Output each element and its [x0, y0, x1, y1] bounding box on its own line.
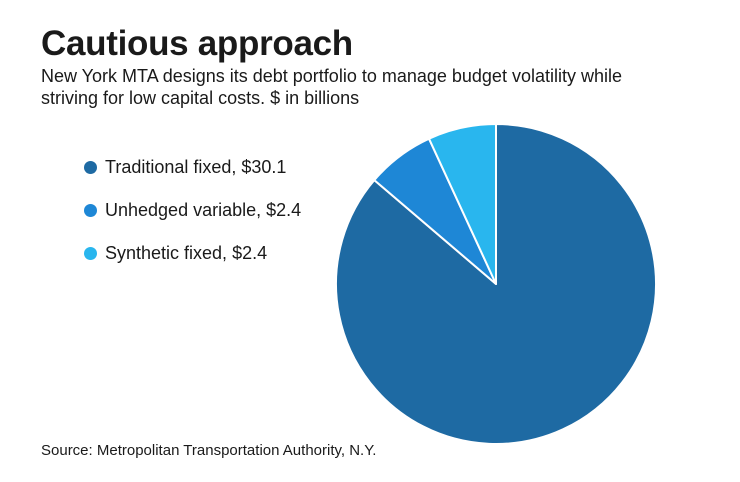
legend-label: Traditional fixed, $30.1	[105, 157, 287, 177]
legend-item-synthetic-fixed: Synthetic fixed, $2.4	[84, 232, 301, 275]
legend-item-traditional-fixed: Traditional fixed, $30.1	[84, 146, 301, 189]
chart-title: Cautious approach	[41, 24, 353, 63]
legend-swatch	[84, 204, 97, 217]
pie-slice-synthetic-fixed	[428, 123, 497, 285]
legend-swatch	[84, 161, 97, 174]
chart-subtitle: New York MTA designs its debt portfolio …	[41, 66, 622, 108]
legend: Traditional fixed, $30.1 Unhedged variab…	[84, 146, 301, 275]
legend-label: Synthetic fixed, $2.4	[105, 243, 268, 263]
legend-item-unhedged-variable: Unhedged variable, $2.4	[84, 189, 301, 232]
legend-swatch	[84, 247, 97, 260]
source-note: Source: Metropolitan Transportation Auth…	[41, 442, 377, 459]
legend-label: Unhedged variable, $2.4	[105, 200, 302, 220]
